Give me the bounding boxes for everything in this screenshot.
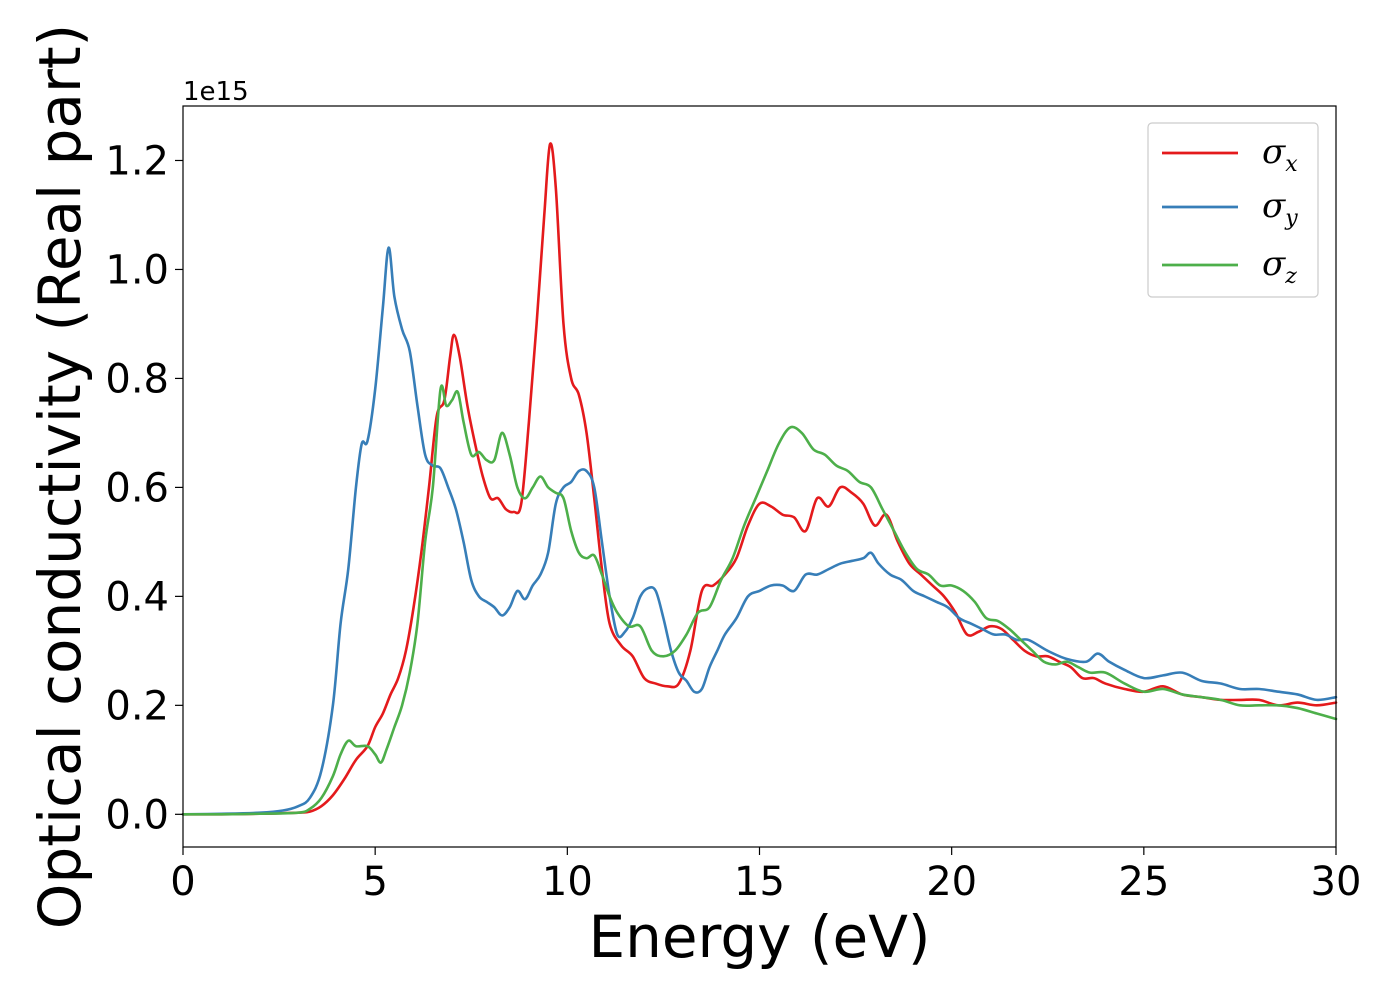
- y-multiplier: 1e15: [183, 77, 249, 107]
- plot-background: [183, 106, 1336, 847]
- series-line-y: [181, 246, 1338, 816]
- series-line-z: [181, 384, 1338, 816]
- y-axis-title: Optical conductivity (Real part): [26, 24, 94, 929]
- x-tick-label: 10: [542, 859, 593, 905]
- y-tick-label: 0.2: [105, 683, 169, 729]
- series-line-x: [181, 142, 1338, 816]
- y-tick-label: 1.2: [105, 138, 169, 184]
- x-axis-ticks: 0 5 10 15 20 25 30: [170, 847, 1361, 905]
- series-layer: [181, 142, 1338, 816]
- x-axis-title: Energy (eV): [588, 903, 930, 971]
- x-tick-label: 15: [734, 859, 785, 905]
- y-tick-label: 0.8: [105, 356, 169, 402]
- y-tick-label: 0.0: [105, 792, 169, 838]
- y-axis-ticks: 0.0 0.2 0.4 0.6 0.8 1.0 1.2: [105, 138, 183, 838]
- x-tick-label: 0: [170, 859, 195, 905]
- x-tick-label: 30: [1311, 859, 1362, 905]
- x-tick-label: 20: [926, 859, 977, 905]
- legend-box: [1147, 122, 1319, 298]
- legend-subscript-x: x: [1285, 152, 1298, 177]
- y-tick-label: 0.6: [105, 465, 169, 511]
- legend-subscript-y: y: [1284, 206, 1298, 231]
- legend-subscript-z: z: [1284, 264, 1297, 289]
- x-tick-label: 5: [362, 859, 387, 905]
- x-tick-label: 25: [1118, 859, 1169, 905]
- y-tick-label: 0.4: [105, 574, 169, 620]
- y-tick-label: 1.0: [105, 247, 169, 293]
